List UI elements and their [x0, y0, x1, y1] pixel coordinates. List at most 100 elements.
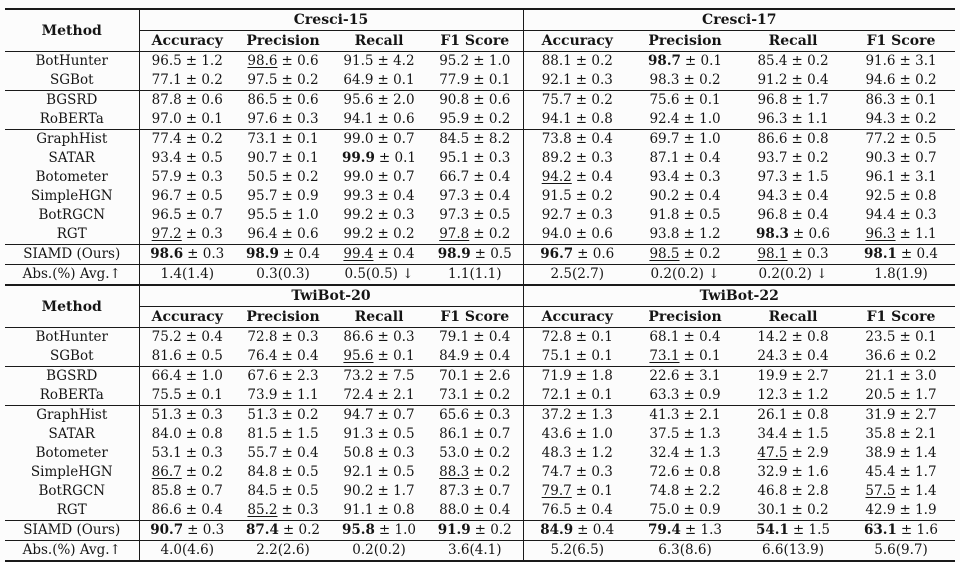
metric-value: 71.9 [541, 368, 572, 384]
metric-value: 73.8 [541, 131, 572, 147]
metric-std: ± 1.5 [281, 426, 319, 442]
metric-std: ± 2.7 [791, 368, 829, 384]
metric-value: 79.4 [648, 522, 681, 538]
metric-value: 53.1 [151, 445, 182, 461]
metric-cell: 91.1 ± 0.8 [331, 501, 427, 521]
metric-value: 69.7 [649, 131, 680, 147]
metric-cell: 91.6 ± 3.1 [847, 52, 955, 72]
results-table: Method TwiBot-20 TwiBot-22 Accuracy Precisio… [5, 286, 955, 560]
metric-value: 14.2 [757, 329, 788, 345]
metric-cell: 86.7 ± 0.2 [139, 463, 235, 482]
metric-std: ± 0.3 [899, 207, 937, 223]
metric-value: 94.3 [865, 111, 896, 127]
metric-std: ± 0.2 [474, 522, 512, 538]
summary-value: 5.2(6.5) [550, 542, 604, 558]
metric-cell: 1.4(1.4) [139, 264, 235, 285]
metric-value: 75.1 [541, 348, 572, 364]
metric-value: 98.7 [648, 53, 681, 69]
metric-std: ± 0.5 [281, 464, 319, 480]
metric-cell: 94.1 ± 0.6 [331, 110, 427, 130]
metric-cell: 65.6 ± 0.3 [427, 405, 524, 425]
metric-std: ± 0.1 [683, 348, 721, 364]
metric-value: 77.2 [865, 131, 896, 147]
metric-cell: 99.3 ± 0.4 [331, 187, 427, 206]
benchmark-results-tables: Method Cresci-15 Cresci-17 Accuracy Precisio… [5, 8, 956, 562]
method-name: SGBot [5, 347, 140, 367]
metric-std: ± 8.2 [473, 131, 511, 147]
metric-value: 70.1 [439, 368, 470, 384]
metric-value: 99.3 [343, 188, 374, 204]
metric-cell: 5.6(9.7) [847, 540, 955, 560]
metric-cell: 72.8 ± 0.1 [523, 328, 631, 348]
metric-std: ± 0.5 [185, 188, 223, 204]
metric-cell: 31.9 ± 2.7 [847, 405, 955, 425]
metric-value: 93.4 [649, 169, 680, 185]
metric-value: 19.9 [757, 368, 788, 384]
metric-std: ± 0.4 [791, 348, 829, 364]
metric-cell: 94.7 ± 0.7 [331, 405, 427, 425]
metric-std: ± 3.1 [899, 53, 937, 69]
metric-cell: 84.5 ± 0.5 [235, 482, 331, 501]
metric-value: 43.6 [541, 426, 572, 442]
metric-value: 77.4 [151, 131, 182, 147]
metric-std: ± 1.3 [683, 445, 721, 461]
metric-std: ± 0.3 [281, 329, 319, 345]
metric-std: ± 0.8 [791, 407, 829, 423]
summary-value: 3.6(4.1) [448, 542, 502, 558]
metric-std: ± 0.1 [377, 348, 415, 364]
method-name: BotRGCN [5, 482, 140, 501]
metric-value: 86.6 [757, 131, 788, 147]
metric-value: 90.2 [343, 483, 374, 499]
metric-cell: 71.9 ± 1.8 [523, 366, 631, 386]
metric-std: ± 0.1 [575, 387, 613, 403]
metric-value: 97.0 [151, 111, 182, 127]
method-name: Abs.(%) Avg.↑ [5, 540, 140, 560]
metric-std: ± 0.4 [473, 502, 511, 518]
metric-std: ± 1.5 [791, 169, 829, 185]
metric-value: 92.7 [541, 207, 572, 223]
metric-column-header: F1 Score [427, 30, 524, 52]
metric-value: 94.4 [865, 207, 896, 223]
summary-value: 2.5(2.7) [550, 266, 604, 282]
metric-cell: 53.0 ± 0.2 [427, 444, 524, 463]
metric-cell: 26.1 ± 0.8 [739, 405, 847, 425]
metric-value: 95.6 [343, 92, 374, 108]
metric-std: ± 1.6 [900, 522, 938, 538]
metric-std: ± 0.1 [281, 131, 319, 147]
metric-std: ± 0.1 [377, 72, 415, 88]
metric-std: ± 2.8 [791, 483, 829, 499]
metric-cell: 97.0 ± 0.1 [139, 110, 235, 130]
metric-cell: 86.3 ± 0.1 [847, 90, 956, 110]
header-row: Method TwiBot-20 TwiBot-22 [5, 286, 955, 328]
metric-std: ± 0.2 [377, 226, 415, 242]
table-row: SGBot 77.1 ± 0.2 97.5 ± 0.2 64.9 ± 0.1 77.9 ± 0.… [5, 71, 955, 91]
metric-std: ± 0.4 [185, 502, 223, 518]
metric-value: 91.9 [437, 522, 471, 538]
metric-value: 96.4 [247, 226, 278, 242]
metric-cell: 85.4 ± 0.2 [739, 52, 847, 72]
metric-cell: 73.8 ± 0.4 [523, 129, 632, 149]
metric-value: 91.6 [865, 53, 896, 69]
metric-std: ± 0.1 [575, 348, 613, 364]
metric-cell: 55.7 ± 0.4 [235, 444, 331, 463]
table-row: SATAR 84.0 ± 0.8 81.5 ± 1.5 91.3 ± 0.5 86.1 ± 0.… [5, 425, 955, 444]
metric-std: ± 0.5 [377, 426, 415, 442]
metric-value: 84.5 [247, 483, 278, 499]
metric-column-header: Accuracy [139, 30, 235, 52]
metric-cell: 98.3 ± 0.2 [631, 71, 739, 91]
metric-cell: 72.1 ± 0.1 [523, 386, 631, 406]
metric-cell: 92.5 ± 0.8 [847, 187, 955, 206]
table-row: SimpleHGN 86.7 ± 0.2 84.8 ± 0.5 92.1 ± 0.5 88.3… [5, 463, 955, 482]
metric-cell: 63.1 ± 1.6 [847, 520, 955, 541]
metric-std: ± 0.2 [575, 188, 613, 204]
metric-value: 94.2 [541, 169, 572, 185]
method-name: SIAMD (Ours) [5, 244, 140, 265]
metric-cell: 96.1 ± 3.1 [847, 168, 955, 187]
metric-cell: 2.2(2.6) [235, 540, 331, 560]
metric-cell: 66.4 ± 1.0 [139, 366, 235, 386]
metric-cell: 92.4 ± 1.0 [631, 110, 739, 130]
metric-value: 87.8 [151, 92, 182, 108]
metric-value: 73.9 [247, 387, 278, 403]
metric-cell: 91.2 ± 0.4 [739, 71, 847, 91]
metric-value: 57.5 [865, 483, 896, 499]
